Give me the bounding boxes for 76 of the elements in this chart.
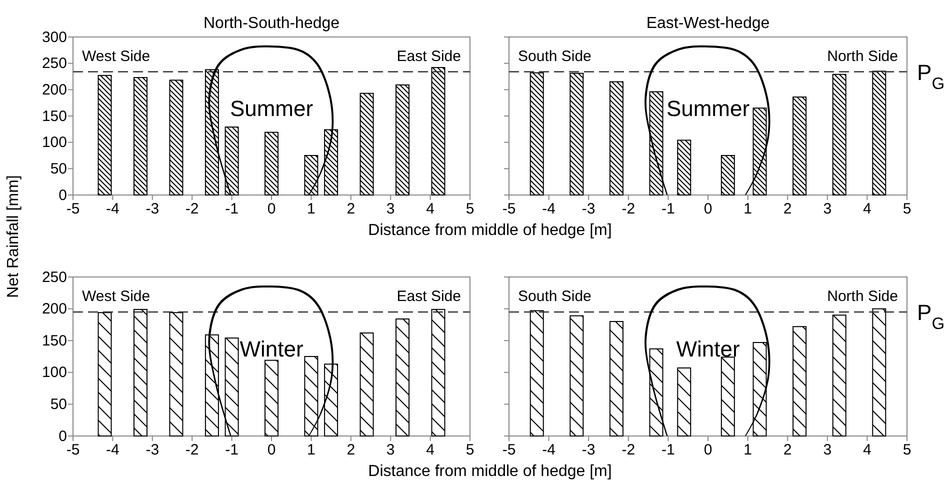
- x-tick-label: 1: [307, 200, 316, 218]
- annotation: West Side: [82, 288, 150, 305]
- x-tick-label: 0: [704, 442, 712, 459]
- y-tick-label: 100: [42, 364, 67, 382]
- annotation: South Side: [518, 288, 592, 305]
- y-tick-label: 200: [42, 300, 67, 318]
- x-tick-label: 0: [267, 200, 276, 218]
- x-tick-label: 0: [704, 200, 712, 218]
- x-tick-label: 1: [744, 200, 752, 218]
- x-tick-label: 2: [783, 200, 792, 218]
- y-tick-label: 250: [42, 268, 67, 286]
- x-tick-label: 2: [346, 200, 356, 218]
- x-tick-label: -5: [502, 200, 516, 218]
- y-axis-title: Net Rainfall [mm]: [5, 175, 22, 298]
- x-tick-label: -4: [106, 200, 120, 218]
- y-tick-label: 0: [58, 186, 67, 204]
- x-tick-label: 1: [744, 442, 752, 459]
- chart-title: East-West-hedge: [646, 15, 770, 32]
- x-tick-label: 4: [863, 442, 872, 459]
- x-tick-label: -4: [106, 442, 120, 459]
- x-tick-label: 4: [426, 200, 434, 218]
- x-tick-label: -2: [622, 442, 636, 459]
- annotation: Summer: [666, 96, 750, 121]
- x-tick-label: 4: [426, 442, 434, 459]
- x-axis-title: Distance from middle of hedge [m]: [368, 222, 612, 239]
- x-tick-label: -4: [542, 200, 556, 218]
- annotation: North Side: [827, 288, 898, 305]
- x-tick-label: 3: [823, 200, 832, 218]
- y-tick-label: 50: [50, 160, 67, 178]
- x-tick-label: 3: [823, 442, 832, 459]
- x-tick-label: 1: [307, 442, 316, 459]
- annotation: West Side: [82, 48, 150, 65]
- x-tick-label: -5: [502, 442, 516, 459]
- x-tick-label: 5: [902, 200, 912, 218]
- x-tick-label: -1: [662, 200, 675, 218]
- x-tick-label: -3: [146, 442, 160, 459]
- y-tick-label: 300: [42, 28, 67, 46]
- x-tick-label: 3: [386, 442, 395, 459]
- x-tick-label: -2: [185, 200, 199, 218]
- x-tick-label: 2: [346, 442, 356, 459]
- chart-title: North-South-hedge: [203, 15, 340, 32]
- x-tick-label: -5: [66, 200, 80, 218]
- y-tick-label: 150: [42, 108, 67, 125]
- x-tick-label: 3: [386, 200, 395, 218]
- y-tick-label: 150: [42, 332, 67, 350]
- x-tick-label: -3: [582, 442, 596, 459]
- y-tick-label: 250: [42, 55, 67, 72]
- x-tick-label: -1: [662, 442, 675, 459]
- x-tick-label: -3: [146, 200, 160, 218]
- x-tick-label: 2: [783, 442, 792, 459]
- annotation: East Side: [396, 288, 461, 305]
- x-tick-label: -3: [582, 200, 596, 218]
- y-tick-label: 0: [58, 428, 67, 445]
- x-tick-label: -1: [225, 200, 238, 218]
- x-tick-label: -2: [622, 200, 636, 218]
- y-tick-label: 200: [42, 81, 67, 98]
- x-tick-label: 5: [466, 442, 474, 459]
- annotation: North Side: [827, 48, 898, 65]
- x-tick-label: 5: [466, 200, 474, 218]
- ref-line-label: P$_{G}$: [917, 60, 945, 93]
- x-axis-title: Distance from middle of hedge [m]: [368, 463, 612, 480]
- x-tick-label: -2: [185, 442, 199, 459]
- x-tick-label: -5: [66, 442, 80, 459]
- annotation: South Side: [518, 48, 592, 65]
- y-tick-label: 50: [50, 396, 67, 413]
- x-tick-label: 0: [267, 442, 276, 459]
- x-tick-label: 5: [902, 442, 912, 459]
- x-tick-label: -1: [225, 442, 238, 459]
- x-tick-label: -4: [542, 442, 556, 459]
- annotation: Summer: [230, 96, 314, 121]
- y-tick-label: 100: [42, 134, 67, 152]
- annotation: Winter: [240, 336, 304, 362]
- annotation: Winter: [676, 336, 740, 362]
- annotation: East Side: [396, 48, 461, 65]
- x-tick-label: 4: [863, 200, 872, 218]
- ref-line-label: P$_{G}$: [917, 300, 945, 333]
